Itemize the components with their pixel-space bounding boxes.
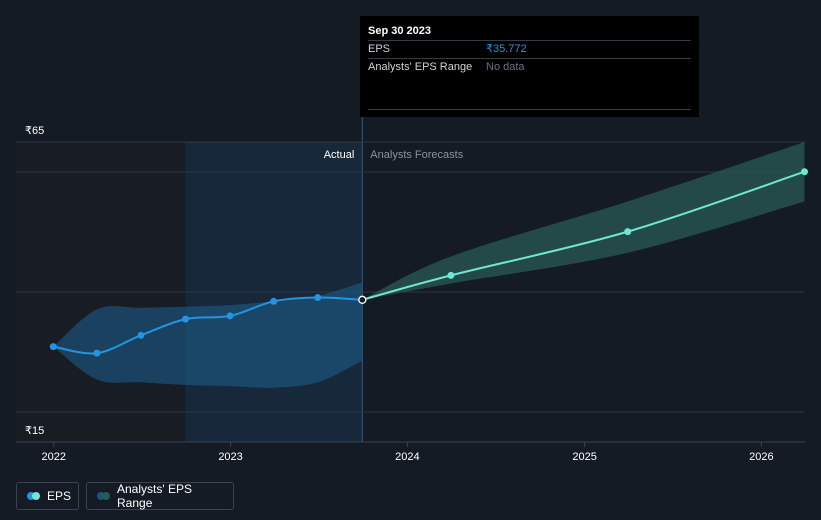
tooltip-date: Sep 30 2023	[368, 16, 691, 41]
tooltip-divider	[368, 109, 691, 110]
eps-forecast-point-1	[624, 228, 632, 236]
eps-range-band-forecast	[362, 142, 805, 300]
tooltip-range-label: Analysts' EPS Range	[368, 61, 473, 73]
hover-tooltip: Sep 30 2023 EPS ₹35.772 Analysts' EPS Ra…	[360, 16, 699, 117]
eps-actual-point-3	[182, 315, 190, 323]
legend-eps-label: EPS	[47, 489, 72, 503]
eps-legend-icon	[27, 492, 40, 500]
eps-actual-point-2	[137, 331, 145, 339]
eps-actual-point-1	[93, 349, 101, 357]
x-tick-label-3: 2025	[572, 451, 596, 463]
eps-actual-point-6	[314, 294, 322, 302]
legend-eps-range-label: Analysts' EPS Range	[117, 482, 192, 510]
eps-actual-line	[53, 296, 363, 355]
tooltip-row-eps: EPS ₹35.772	[368, 41, 691, 59]
eps-actual-point-7	[358, 295, 367, 304]
x-tick-label-1: 2023	[218, 451, 242, 463]
eps-actual-point-5	[270, 297, 278, 305]
x-tick-label-2: 2024	[395, 451, 419, 463]
tooltip-eps-value: ₹35.772	[486, 43, 527, 55]
eps-range-band-actual	[53, 282, 363, 388]
eps-forecast-point-2	[801, 168, 809, 176]
x-tick-label-0: 2022	[42, 451, 66, 463]
tooltip-eps-label: EPS	[368, 43, 391, 55]
y-tick-label-1: ₹15	[25, 425, 44, 437]
eps-forecast-point-0	[447, 271, 455, 279]
eps-actual-point-4	[226, 312, 234, 320]
legend-eps[interactable]: EPS	[16, 482, 79, 510]
tooltip-row-range: Analysts' EPS Range No data	[368, 59, 691, 76]
eps-actual-point-0	[49, 343, 57, 351]
y-tick-label-0: ₹65	[25, 125, 44, 137]
actual-region-label: Actual	[324, 149, 355, 161]
legend-eps-range[interactable]: Analysts' EPS Range	[86, 482, 234, 510]
forecast-region-label: Analysts Forecasts	[370, 149, 463, 161]
eps-forecast-line	[362, 170, 805, 301]
tooltip-range-value: No data	[486, 61, 525, 73]
x-tick-label-4: 2026	[749, 451, 773, 463]
eps-range-legend-icon	[97, 492, 110, 500]
